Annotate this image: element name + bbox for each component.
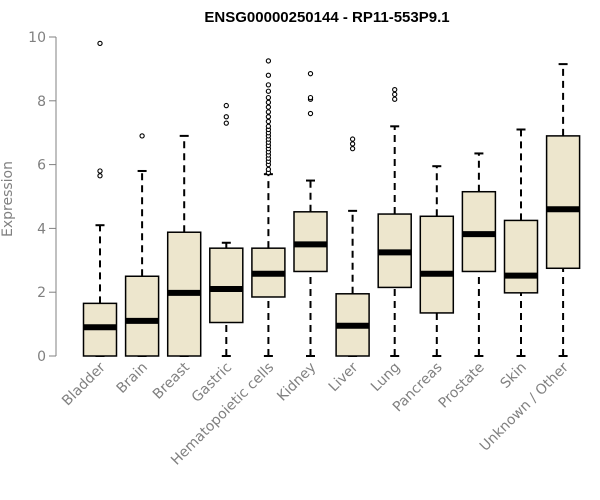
outlier-point	[265, 94, 272, 101]
box-5	[251, 58, 286, 357]
outlier-point	[265, 58, 272, 64]
box-7	[335, 136, 370, 357]
box-1	[82, 40, 118, 357]
outlier-point	[265, 104, 272, 110]
x-tick-label: Bladder	[59, 359, 109, 409]
outlier-point	[307, 94, 314, 101]
x-tick-label: Brain	[114, 360, 151, 397]
outlier-point	[97, 168, 103, 174]
outlier-point	[392, 91, 398, 98]
outlier-point	[392, 86, 398, 93]
outlier-point	[223, 114, 229, 120]
x-tick-label: Prostate	[436, 360, 488, 412]
outlier-point	[223, 120, 229, 126]
y-tick-label: 8	[37, 94, 46, 110]
outlier-point	[392, 96, 398, 102]
box-6	[293, 71, 328, 357]
outlier-point	[223, 102, 229, 109]
outlier-point	[265, 123, 272, 129]
y-tick-label: 6	[37, 158, 46, 174]
x-tick-label: Lung	[368, 360, 403, 395]
outlier-point	[265, 114, 272, 120]
box-12	[545, 63, 581, 357]
y-tick-label: 4	[37, 221, 46, 237]
outlier-point	[265, 72, 272, 78]
outlier-point	[97, 40, 103, 47]
box-11	[503, 128, 539, 357]
outlier-point	[139, 133, 145, 139]
box-4	[209, 102, 244, 357]
outlier-point	[349, 136, 356, 142]
box-iqr	[419, 215, 455, 314]
box-10	[461, 152, 497, 357]
outlier-point	[265, 99, 272, 106]
y-tick-label: 0	[37, 349, 46, 365]
y-axis: 0 2 4 6 8 10	[28, 30, 57, 365]
outlier-point	[307, 110, 314, 117]
box-3	[166, 134, 202, 357]
box-iqr	[545, 135, 581, 270]
x-tick-label: Breast	[150, 359, 194, 403]
x-tick-label: Liver	[326, 359, 362, 395]
outlier-point	[265, 109, 272, 115]
chart-title: ENSG00000250144 - RP11-553P9.1	[204, 9, 449, 26]
y-tick-label: 10	[28, 30, 46, 46]
box-iqr	[503, 219, 539, 294]
box-iqr	[124, 275, 160, 357]
outlier-point	[349, 141, 356, 147]
outlier-point	[265, 118, 272, 125]
y-tick-label: 2	[37, 285, 46, 301]
y-axis-label: Expression	[0, 161, 16, 237]
x-tick-label: Skin	[497, 360, 529, 392]
outlier-point	[265, 166, 272, 173]
plot-area	[82, 40, 581, 357]
box-8	[377, 86, 412, 357]
outlier-point	[307, 71, 314, 77]
outlier-point	[97, 173, 103, 179]
x-tick-label: Kidney	[274, 360, 319, 405]
box-iqr	[209, 247, 244, 324]
box-9	[419, 165, 455, 357]
outlier-point	[265, 82, 272, 88]
box-2	[124, 133, 160, 357]
outlier-point	[349, 145, 356, 152]
outlier-point	[265, 88, 272, 94]
